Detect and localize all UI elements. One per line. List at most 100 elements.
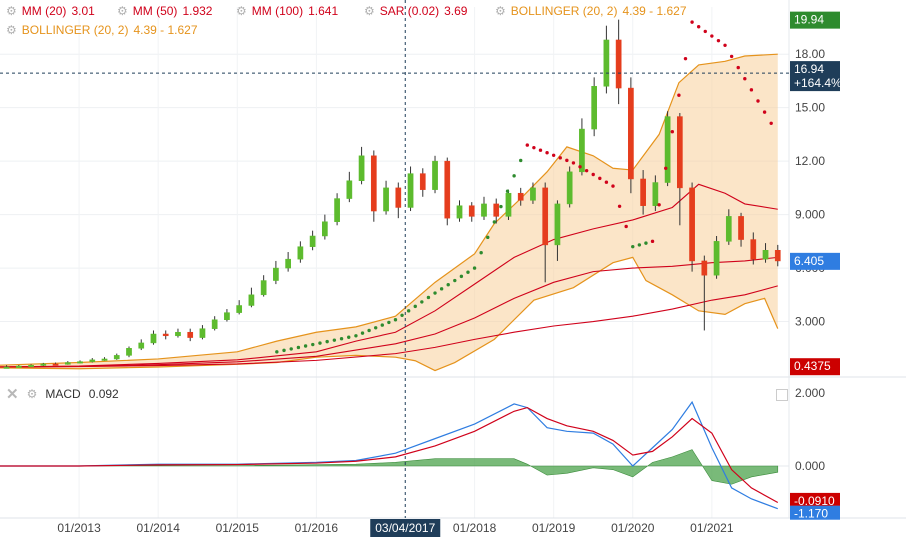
sar-dot: [558, 156, 562, 160]
candle-body: [628, 87, 634, 180]
legend-value: 3.69: [444, 4, 468, 18]
candle-body: [370, 155, 377, 212]
candle-body: [530, 187, 536, 201]
sar-dot: [303, 344, 308, 348]
sar-dot: [749, 88, 754, 92]
candle-body: [199, 328, 206, 338]
x-tick-label: 01/2020: [611, 521, 655, 535]
legend-value: 3.01: [71, 4, 95, 18]
sar-dot: [446, 283, 450, 287]
sar-dot: [499, 204, 503, 209]
legend-label: BOLLINGER (20, 2): [510, 4, 618, 18]
price-tick-label: 9.000: [795, 208, 825, 222]
crosshair-price-tag: [790, 61, 840, 92]
axes: 18.0015.0012.009.0006.0003.00001/201301/…: [0, 0, 906, 535]
candle-body: [297, 246, 304, 260]
candle-body: [3, 366, 10, 369]
legend-item-bollinger-2[interactable]: ⚙ BOLLINGER (20, 2) 4.39 - 1.627: [6, 23, 198, 37]
moving-averages: [0, 183, 778, 368]
legend-item-bollinger[interactable]: ⚙ BOLLINGER (20, 2) 4.39 - 1.627: [495, 4, 687, 18]
x-tick-label: 01/2018: [453, 521, 497, 535]
macd-header: ✕ ⚙ MACD 0.092: [6, 385, 119, 403]
candle-body: [113, 355, 120, 360]
candle-body: [52, 363, 59, 366]
candle-body: [481, 203, 487, 217]
sar-dot: [670, 130, 675, 134]
low-price-tag-text: 0.4375: [794, 359, 831, 373]
sar-dot: [296, 345, 301, 350]
legend-item-sar[interactable]: ⚙ SAR (0.02) 3.69: [364, 4, 467, 18]
sar-dot: [650, 239, 655, 244]
candle-body: [334, 198, 340, 222]
sar-dot: [538, 148, 543, 152]
legend-item-mm100[interactable]: ⚙ MM (100) 1.641: [236, 4, 338, 18]
legend-item-mm20[interactable]: ⚙ MM (20) 3.01: [6, 4, 95, 18]
candle-body: [676, 116, 683, 189]
close-icon[interactable]: ✕: [6, 385, 19, 403]
candle-body: [493, 203, 500, 217]
sar-dot: [466, 270, 470, 274]
legend-label: MM (100): [251, 4, 304, 18]
sar-dot: [624, 224, 628, 229]
legend-item-mm50[interactable]: ⚙ MM (50) 1.932: [117, 4, 212, 18]
signal-value-tag-text: -0.0910: [794, 494, 835, 508]
gear-icon[interactable]: ⚙: [26, 387, 38, 401]
sar-dot: [354, 334, 358, 338]
signal-line: [0, 406, 779, 504]
candle-body: [750, 239, 757, 260]
candle-body: [15, 365, 22, 368]
candle-body: [138, 342, 145, 349]
candle-body: [762, 249, 769, 260]
candle-body: [187, 331, 194, 338]
candle-body: [713, 241, 720, 276]
sar-dot: [332, 338, 337, 342]
candle-body: [579, 128, 585, 173]
sar-dot: [710, 34, 714, 38]
sar-dot: [325, 339, 329, 344]
gear-icon[interactable]: ⚙: [6, 4, 17, 18]
price-tick-label: 18.00: [795, 47, 825, 61]
crosshair-price-tag-text: 16.94: [794, 62, 824, 76]
sar-dot: [512, 174, 516, 178]
macd-panel: [0, 400, 789, 510]
candle-body: [162, 333, 169, 337]
sar-dot: [318, 341, 322, 345]
last-price-tag-text: 6.405: [794, 254, 824, 268]
legend-label: BOLLINGER (20, 2): [21, 23, 129, 37]
sar-dot: [696, 25, 701, 29]
candle-body: [89, 359, 96, 362]
sar-dot: [433, 291, 437, 295]
sar-dot: [525, 143, 530, 147]
macd-toggle-checkbox[interactable]: [776, 389, 788, 401]
low-price-tag: [790, 358, 840, 376]
sar-dot: [657, 203, 661, 207]
gear-icon[interactable]: ⚙: [6, 23, 17, 37]
gear-icon[interactable]: ⚙: [117, 4, 128, 18]
candle-body: [126, 348, 132, 356]
candle-body: [652, 182, 659, 206]
candle-body: [40, 363, 47, 366]
gear-icon[interactable]: ⚙: [236, 4, 247, 18]
sar-dot: [565, 158, 569, 163]
candle-body: [150, 333, 157, 344]
candle-body: [554, 203, 561, 246]
crosshair-price-tag-text: +164.4%: [794, 76, 842, 90]
sar-dot: [289, 347, 293, 351]
candle-body: [28, 364, 34, 367]
price-tick-label: 3.000: [795, 315, 825, 329]
gear-icon[interactable]: ⚙: [364, 4, 375, 18]
sar-dot: [519, 158, 523, 163]
candle-body: [77, 361, 83, 364]
sar-dot: [367, 328, 371, 333]
candle-body: [517, 192, 524, 201]
sar-dot: [380, 323, 384, 327]
gear-icon[interactable]: ⚙: [495, 4, 506, 18]
sar-dot: [347, 335, 351, 339]
bollinger-fill: [0, 54, 778, 371]
sar-dot: [756, 99, 760, 103]
legend-label: MM (50): [132, 4, 178, 18]
sar-dot: [275, 350, 279, 354]
candle-body: [101, 358, 108, 361]
candle-body: [603, 39, 610, 87]
signal-value-tag: [790, 492, 840, 506]
